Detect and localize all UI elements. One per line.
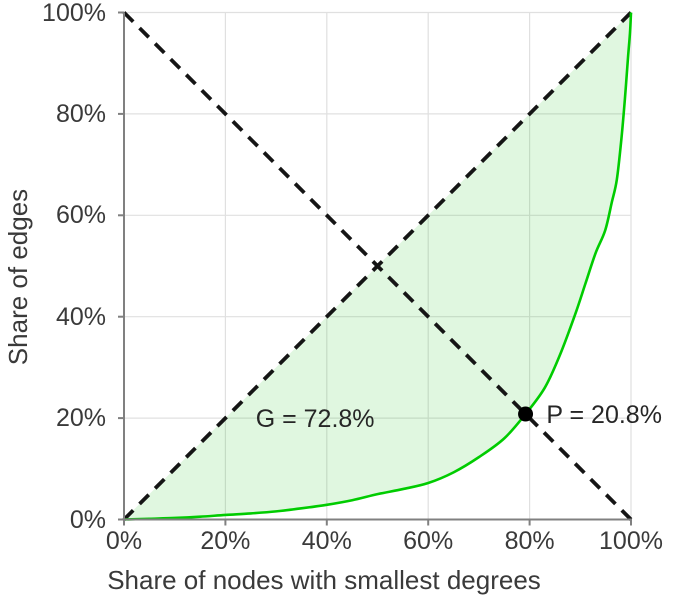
x-tick-label: 100% — [599, 527, 663, 555]
x-tick-label: 20% — [200, 527, 251, 555]
gini-annotation: G = 72.8% — [255, 405, 375, 434]
x-tick-label: 0% — [105, 527, 143, 555]
y-tick-label: 0% — [69, 505, 106, 534]
intersection-point — [518, 406, 534, 422]
y-tick-label: 100% — [42, 0, 106, 27]
x-tick-label: 80% — [504, 527, 555, 555]
dashed-diagonal-lines — [122, 11, 633, 521]
y-axis-label: Share of edges — [3, 188, 33, 366]
pivot-annotation: P = 20.8% — [546, 401, 662, 430]
anti-diagonal-line — [122, 11, 633, 521]
x-axis-label: Share of nodes with smallest degrees — [107, 565, 541, 595]
x-tick-label: 60% — [403, 527, 454, 555]
intersection-dot — [518, 406, 534, 422]
y-tick-label: 80% — [55, 99, 106, 128]
axes — [118, 11, 632, 526]
y-tick-label: 60% — [55, 201, 106, 230]
lorenz-curve-path — [123, 12, 633, 521]
x-tick-label: 40% — [301, 527, 352, 555]
lorenz-curve-line — [123, 12, 633, 521]
y-tick-label: 40% — [55, 302, 106, 331]
y-tick-label: 20% — [55, 404, 106, 433]
